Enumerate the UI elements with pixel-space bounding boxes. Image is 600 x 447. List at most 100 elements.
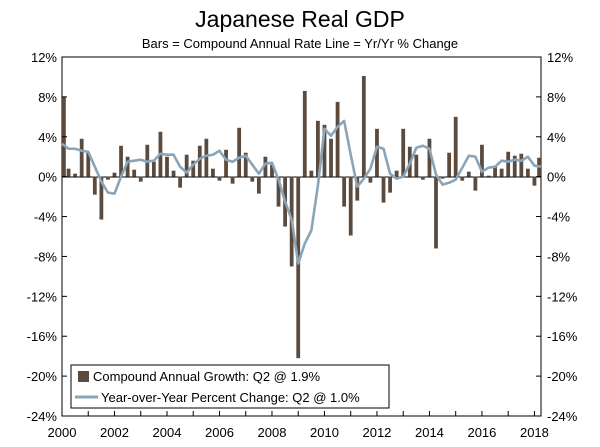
x-tick-label: 2012 [362, 425, 391, 440]
bar-2017Q4 [525, 168, 530, 177]
bar-2006Q3 [230, 176, 235, 184]
y-tick-label-right: 0% [547, 170, 566, 185]
bar-2014Q3 [440, 176, 445, 179]
bar-2012Q2 [381, 176, 386, 203]
y-tick-label-right: -12% [547, 289, 578, 304]
bar-2007Q3 [256, 176, 261, 194]
bar-2006Q4 [237, 127, 242, 177]
bar-2004Q4 [184, 154, 189, 177]
bar-2010Q1 [322, 124, 327, 177]
y-tick-label-right: 4% [547, 130, 566, 145]
bar-2008Q2 [276, 176, 281, 207]
bar-2010Q2 [329, 138, 333, 177]
x-tick-label: 2004 [153, 425, 182, 440]
bar-2014Q1 [427, 138, 432, 177]
bar-2007Q4 [263, 156, 268, 177]
bar-2001Q2 [92, 176, 97, 195]
bar-2004Q1 [165, 156, 169, 177]
bar-2000Q3 [73, 173, 78, 177]
bar-2002Q1 [112, 172, 117, 177]
bar-2012Q3 [388, 176, 392, 193]
bar-2017Q2 [512, 155, 517, 177]
bar-2011Q1 [348, 176, 353, 236]
bar-2016Q4 [499, 168, 504, 177]
bar-2018Q1 [532, 176, 537, 186]
y-tick-label-left: -4% [34, 210, 58, 225]
x-tick-label: 2018 [520, 425, 549, 440]
bars-layer [62, 75, 541, 359]
yoy-line [61, 119, 542, 265]
y-tick-label-right: -8% [547, 249, 571, 264]
bar-2009Q4 [316, 120, 320, 177]
bar-2009Q1 [296, 176, 301, 359]
bar-2010Q4 [342, 176, 347, 207]
bar-2013Q3 [414, 154, 419, 177]
bar-2013Q4 [420, 176, 425, 180]
bar-2014Q2 [434, 176, 438, 249]
bar-2002Q2 [119, 145, 123, 177]
y-tick-label-left: -24% [27, 409, 58, 424]
bar-2015Q2 [460, 176, 465, 181]
bar-2007Q2 [250, 176, 255, 182]
x-tick-label: 2014 [415, 425, 444, 440]
bar-2012Q1 [375, 128, 379, 177]
y-tick-label-left: -8% [34, 249, 58, 264]
bar-2017Q1 [506, 151, 511, 177]
bar-2000Q4 [79, 138, 84, 177]
bar-2014Q4 [447, 152, 452, 177]
y-tick-label-right: -16% [547, 329, 578, 344]
bar-2003Q1 [138, 176, 143, 182]
y-tick-label-right: 8% [547, 90, 566, 105]
bar-2016Q2 [486, 175, 491, 177]
y-tick-label-left: 4% [38, 130, 57, 145]
x-tick-label: 2016 [467, 425, 496, 440]
y-tick-label-left: 12% [31, 50, 57, 65]
bar-2006Q2 [224, 149, 228, 177]
bar-2006Q1 [217, 176, 222, 181]
bar-2010Q3 [335, 101, 340, 177]
bar-2004Q3 [178, 176, 183, 188]
bar-2003Q3 [151, 161, 156, 177]
y-tick-label-right: -24% [547, 409, 578, 424]
plot-frame [61, 56, 542, 417]
bar-2015Q4 [473, 176, 478, 191]
bar-2012Q4 [394, 170, 399, 177]
x-tick-label: 2010 [310, 425, 339, 440]
bar-2009Q3 [309, 170, 314, 177]
bar-2001Q3 [99, 176, 104, 220]
bar-2017Q3 [519, 153, 524, 177]
bar-2005Q2 [197, 145, 202, 177]
x-tick-label: 2000 [48, 425, 77, 440]
y-tick-label-left: -20% [27, 369, 58, 384]
y-tick-label-right: -4% [547, 210, 571, 225]
bar-2008Q1 [270, 164, 274, 177]
bar-2004Q2 [171, 170, 176, 177]
bar-2015Q3 [466, 171, 471, 177]
bar-2011Q2 [355, 176, 360, 201]
x-tick-label: 2008 [258, 425, 287, 440]
axis-layer: 12% 12% 8% 8% 4% 4% 0% 0% -4% -4% -8% -8% -12% -12% -1… [27, 50, 578, 440]
bar-2016Q1 [480, 144, 484, 177]
bar-2005Q1 [191, 160, 196, 177]
chart-subtitle: Bars = Compound Annual Rate Line = Yr/Yr… [141, 36, 459, 51]
bar-2011Q4 [368, 176, 373, 183]
bar-2013Q1 [401, 128, 406, 177]
y-tick-label-right: -20% [547, 369, 578, 384]
bar-2007Q1 [243, 152, 248, 177]
bar-2001Q4 [106, 176, 110, 180]
y-tick-label-left: 8% [38, 90, 57, 105]
y-tick-label-left: -12% [27, 289, 58, 304]
bar-2001Q1 [86, 152, 91, 177]
bar-2000Q2 [66, 168, 71, 177]
y-tick-label-right: 12% [547, 50, 573, 65]
bar-2002Q4 [132, 169, 137, 177]
y-tick-label-left: -16% [27, 329, 58, 344]
legend-label-bars: Compound Annual Growth: Q2 @ 1.9% [93, 369, 321, 384]
bar-2011Q3 [361, 75, 366, 177]
x-tick-label: 2006 [205, 425, 234, 440]
bar-2015Q1 [453, 116, 458, 177]
bar-2005Q3 [204, 138, 209, 177]
legend: Compound Annual Growth: Q2 @ 1.9% Year-o… [70, 364, 390, 409]
y-tick-label-left: 0% [38, 170, 57, 185]
